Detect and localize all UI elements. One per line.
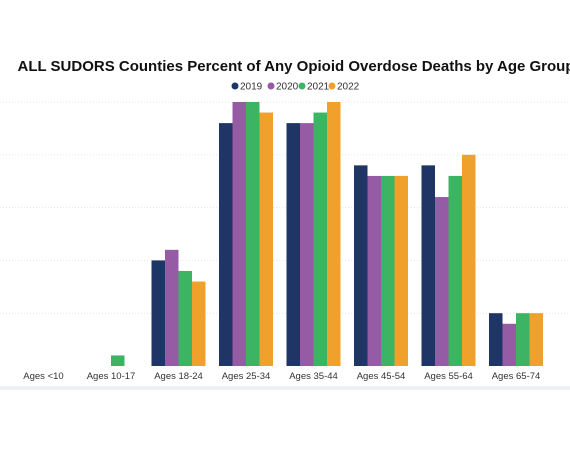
bar[interactable] (448, 175, 463, 366)
legend-marker (298, 82, 306, 90)
x-tick-label: Ages 35-44 (289, 371, 338, 382)
x-tick-label: Ages 18-24 (154, 371, 203, 382)
bar[interactable] (178, 270, 193, 366)
bar[interactable] (246, 102, 260, 366)
scrollbar-track[interactable] (0, 386, 570, 390)
x-axis-ticks: Ages <10 Ages 10-17 Ages 18-24 Ages 25-34 Ag… (23, 371, 541, 382)
bar[interactable] (259, 112, 274, 366)
x-tick-label: Ages 10-17 (87, 371, 136, 382)
legend-label: 2021 (307, 82, 330, 93)
legend-label: 2020 (276, 82, 299, 93)
legend-marker (231, 82, 239, 90)
bar[interactable] (354, 165, 368, 366)
bar[interactable] (435, 197, 449, 366)
x-tick-label: Ages 55-64 (424, 371, 473, 382)
bar[interactable] (462, 154, 476, 366)
bar[interactable] (232, 102, 247, 366)
bar[interactable] (421, 165, 436, 366)
bar[interactable] (381, 175, 395, 366)
x-tick-label: Ages 25-34 (222, 371, 271, 382)
bar[interactable] (192, 281, 206, 366)
bar[interactable] (219, 123, 233, 367)
bar[interactable] (489, 313, 503, 366)
chart-title: ALL SUDORS Counties Percent of Any Opioi… (17, 58, 570, 75)
bar[interactable] (300, 123, 314, 367)
bar[interactable] (111, 355, 125, 366)
legend-marker (267, 82, 275, 90)
bar[interactable] (327, 102, 341, 366)
bar[interactable] (394, 175, 409, 366)
bar[interactable] (516, 313, 530, 366)
bar[interactable] (529, 313, 544, 366)
bar[interactable] (313, 112, 328, 366)
bar[interactable] (165, 249, 179, 366)
legend: 2019 2020 2021 2022 (231, 82, 360, 93)
x-tick-label: Ages 45-54 (357, 371, 406, 382)
x-tick-label: Ages <10 (23, 371, 63, 382)
bar[interactable] (367, 175, 382, 366)
bar[interactable] (502, 323, 517, 366)
bar[interactable] (286, 123, 301, 367)
bars (111, 102, 544, 367)
legend-label: 2022 (337, 82, 360, 93)
legend-marker (328, 82, 336, 90)
x-tick-label: Ages 65-74 (492, 371, 541, 382)
bar[interactable] (151, 260, 166, 366)
legend-label: 2019 (240, 82, 263, 93)
